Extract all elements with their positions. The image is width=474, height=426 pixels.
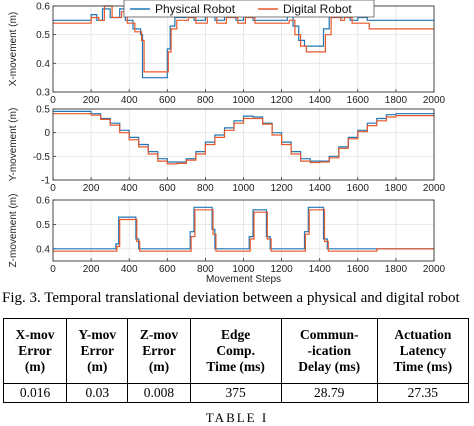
x-tick-label: 1400: [309, 95, 332, 106]
table-row: 0.016 0.03 0.008 375 28.79 27.35: [2, 383, 470, 403]
y-tick-label: 0.5: [36, 220, 50, 231]
results-table: X-mov Error (m) Y-mov Error (m) Z-mov Error (m…: [2, 318, 470, 403]
x-tick-label: 1200: [270, 183, 293, 194]
header-z-mov-error: Z-mov Error (m): [127, 318, 191, 384]
x-tick-label: 1200: [270, 95, 293, 106]
value-communication-delay: 28.79: [280, 383, 378, 403]
x-tick-label: 1800: [385, 183, 408, 194]
x-tick-label: 800: [197, 264, 214, 275]
x-tick-label: 200: [83, 264, 100, 275]
y-tick-label: 0.4: [36, 244, 50, 255]
y-tick-label: 0.6: [36, 196, 50, 207]
series-digital-robot: [53, 113, 434, 165]
x-tick-label: 200: [83, 95, 100, 106]
x-tick-label: 0: [50, 95, 56, 106]
x-tick-label: 1000: [232, 264, 255, 275]
value-actuation-latency: 27.35: [376, 383, 470, 403]
x-tick-label: 1600: [347, 183, 370, 194]
x-tick-label: 600: [159, 264, 176, 275]
header-x-mov-error: X-mov Error (m): [2, 318, 68, 384]
y-tick-label: 0: [44, 128, 50, 139]
y-tick-label: 0.3: [36, 88, 50, 99]
legend: Physical Robot Digital Robot: [123, 0, 375, 18]
header-communication-delay: Commun- -ication Delay (ms): [280, 318, 378, 384]
y-tick-label: 0.4: [36, 59, 50, 70]
y-tick-label: 0.5: [36, 30, 50, 41]
value-y-mov-error: 0.03: [66, 383, 129, 403]
figure-caption: Fig. 3. Temporal translational deviation…: [2, 290, 460, 306]
x-tick-label: 1600: [347, 95, 370, 106]
x-tick-label: 1600: [347, 264, 370, 275]
y-axis-label: Z-movement (m): [8, 194, 19, 268]
x-tick-label: 400: [121, 95, 138, 106]
y-tick-label: -0.5: [33, 152, 51, 163]
legend-box: [123, 0, 375, 18]
x-tick-label: 1000: [232, 183, 255, 194]
value-z-mov-error: 0.008: [127, 383, 191, 403]
x-tick-label: 2000: [423, 95, 446, 106]
legend-entry: Digital Robot: [283, 2, 352, 16]
series-digital-robot: [53, 209, 434, 252]
y-tick-label: 0.5: [36, 105, 50, 116]
y-tick-label: -1: [41, 176, 50, 187]
x-tick-label: 400: [121, 183, 138, 194]
header-edge-comp-time: Edge Comp. Time (ms): [189, 318, 282, 384]
value-x-mov-error: 0.016: [2, 383, 68, 403]
x-tick-label: 1800: [385, 264, 408, 275]
x-tick-label: 1400: [309, 264, 332, 275]
series-physical-robot: [53, 206, 434, 250]
figure-plots: 0 200 400 600 800 1000 1200 1400 1600 1800 20000.3…: [8, 0, 446, 285]
header-actuation-latency: Actuation Latency Time (ms): [376, 318, 470, 384]
chart-z-movement: 0 200 400 600 800 1000 1200 1400 1600 1800 2000 0.4…: [8, 194, 446, 285]
plot-frame: [52, 199, 435, 262]
x-tick-label: 1400: [309, 183, 332, 194]
chart-x-movement: 0 200 400 600 800 1000 1200 1400 1600 1800 2000 0.3…: [8, 0, 446, 106]
y-axis-label: Y-movement (m): [8, 108, 19, 182]
x-tick-label: 600: [159, 95, 176, 106]
table-label: TABLE I: [205, 410, 269, 425]
y-axis-label: X-movement (m): [8, 12, 19, 86]
header-y-mov-error: Y-mov Error (m): [66, 318, 129, 384]
x-tick-label: 1800: [385, 95, 408, 106]
x-tick-label: 200: [83, 183, 100, 194]
x-tick-label: 800: [197, 183, 214, 194]
x-tick-label: 0: [50, 264, 56, 275]
x-axis-label: Movement Steps: [206, 274, 281, 285]
value-edge-comp-time: 375: [189, 383, 282, 403]
x-tick-label: 2000: [423, 264, 446, 275]
x-tick-label: 1200: [270, 264, 293, 275]
x-tick-label: 400: [121, 264, 138, 275]
chart-y-movement: 0 200 400 600 800 1000 1200 1400 1600 1800 2000 -1 -…: [8, 105, 446, 195]
table-header-row: X-mov Error (m) Y-mov Error (m) Z-mov Error (m…: [2, 318, 470, 384]
x-tick-label: 1000: [232, 95, 255, 106]
x-tick-label: 0: [50, 183, 56, 194]
x-tick-label: 800: [197, 95, 214, 106]
x-tick-label: 600: [159, 183, 176, 194]
legend-entry: Physical Robot: [155, 2, 236, 16]
plot-frame: [52, 108, 435, 181]
x-tick-label: 2000: [423, 183, 446, 194]
y-tick-label: 0.6: [36, 2, 50, 13]
